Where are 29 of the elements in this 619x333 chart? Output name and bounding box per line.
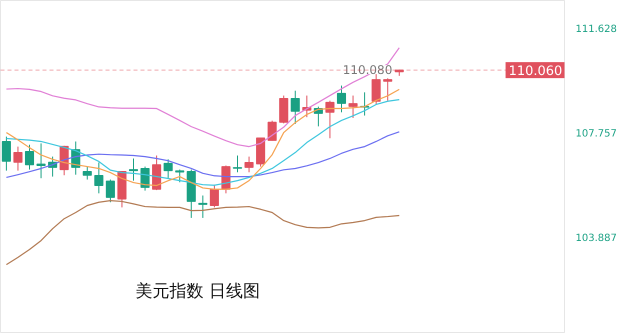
candlestick [128, 158, 138, 182]
candlestick [198, 194, 208, 218]
y-tick-label: 107.757 [576, 128, 617, 140]
candlestick [2, 136, 11, 172]
ref-line-label: 110.060 [508, 64, 562, 80]
y-tick-label: 103.887 [576, 232, 617, 244]
candlestick [279, 95, 288, 124]
candlestick [13, 146, 22, 172]
candlestick [210, 184, 219, 208]
candlestick [268, 120, 277, 142]
candlestick [82, 166, 92, 180]
candlestick [164, 158, 173, 178]
candlestick [383, 78, 392, 102]
candlestick [106, 179, 115, 203]
candlestick [290, 90, 300, 124]
candlestick [175, 169, 184, 183]
candlestick [348, 95, 358, 118]
candlestick [94, 162, 104, 194]
candlestick [36, 142, 46, 179]
annotation: 110.080 [342, 63, 392, 78]
candlestick [232, 155, 242, 173]
line-series [6, 200, 400, 266]
candlestick [336, 85, 346, 113]
candlestick [24, 144, 34, 170]
y-tick-label: 111.628 [576, 24, 617, 35]
candlestick [372, 73, 381, 105]
text: 美元指数 日线图 [136, 282, 260, 302]
line-series [6, 47, 400, 148]
candlestick [244, 156, 254, 173]
